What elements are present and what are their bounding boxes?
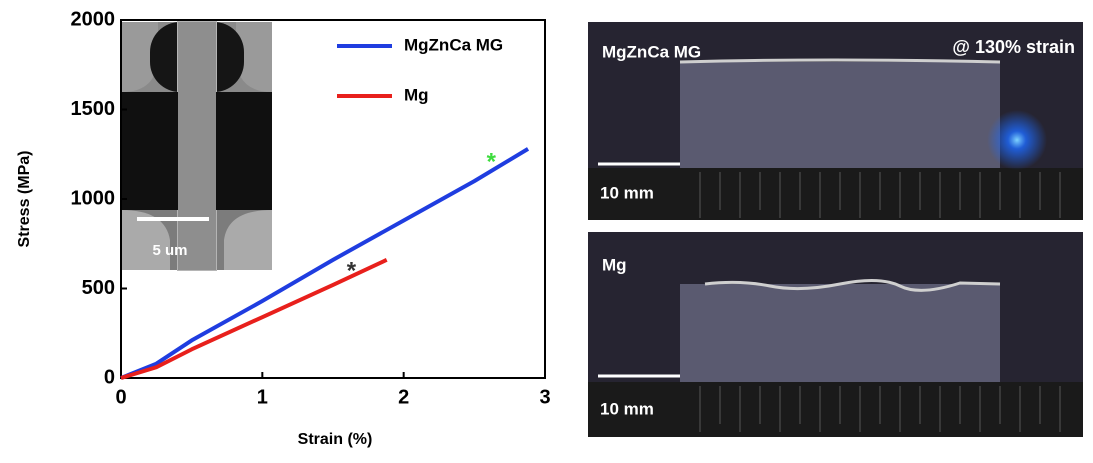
y-tick-label: 2000 <box>71 8 116 30</box>
y-tick-label: 1500 <box>71 98 116 120</box>
photo-label: Mg <box>602 255 627 274</box>
legend-label: Mg <box>404 85 429 104</box>
photo-annotation: @ 130% strain <box>952 37 1075 57</box>
y-tick-label: 0 <box>104 366 115 388</box>
y-axis-label: Stress (MPa) <box>16 151 33 248</box>
figure: 5 um MgZnCa MG @ 130% strain 10 mm Mg 10… <box>0 0 1093 458</box>
x-tick-label: 0 <box>115 386 126 408</box>
photo-2: Mg 10 mm <box>588 232 1083 437</box>
page: {"chart_data": {"type": "line", "x_label… <box>0 0 1093 458</box>
legend-label: MgZnCa MG <box>404 35 503 54</box>
y-tick-label: 1000 <box>71 187 116 209</box>
x-tick-label: 2 <box>398 386 409 408</box>
photo-scale-label: 10 mm <box>600 183 654 202</box>
annotation: * <box>347 257 357 284</box>
x-tick-label: 1 <box>257 386 268 408</box>
x-axis-label: Strain (%) <box>298 431 373 448</box>
photo-label: MgZnCa MG <box>602 42 701 61</box>
annotation: * <box>487 148 497 175</box>
y-tick-label: 500 <box>82 277 115 299</box>
inset-scale-label: 5 um <box>152 242 187 259</box>
photo-1: MgZnCa MG @ 130% strain 10 mm <box>588 22 1083 220</box>
inset-image: 5 um <box>122 22 272 270</box>
photo-scale-label: 10 mm <box>600 399 654 418</box>
x-tick-label: 3 <box>539 386 550 408</box>
